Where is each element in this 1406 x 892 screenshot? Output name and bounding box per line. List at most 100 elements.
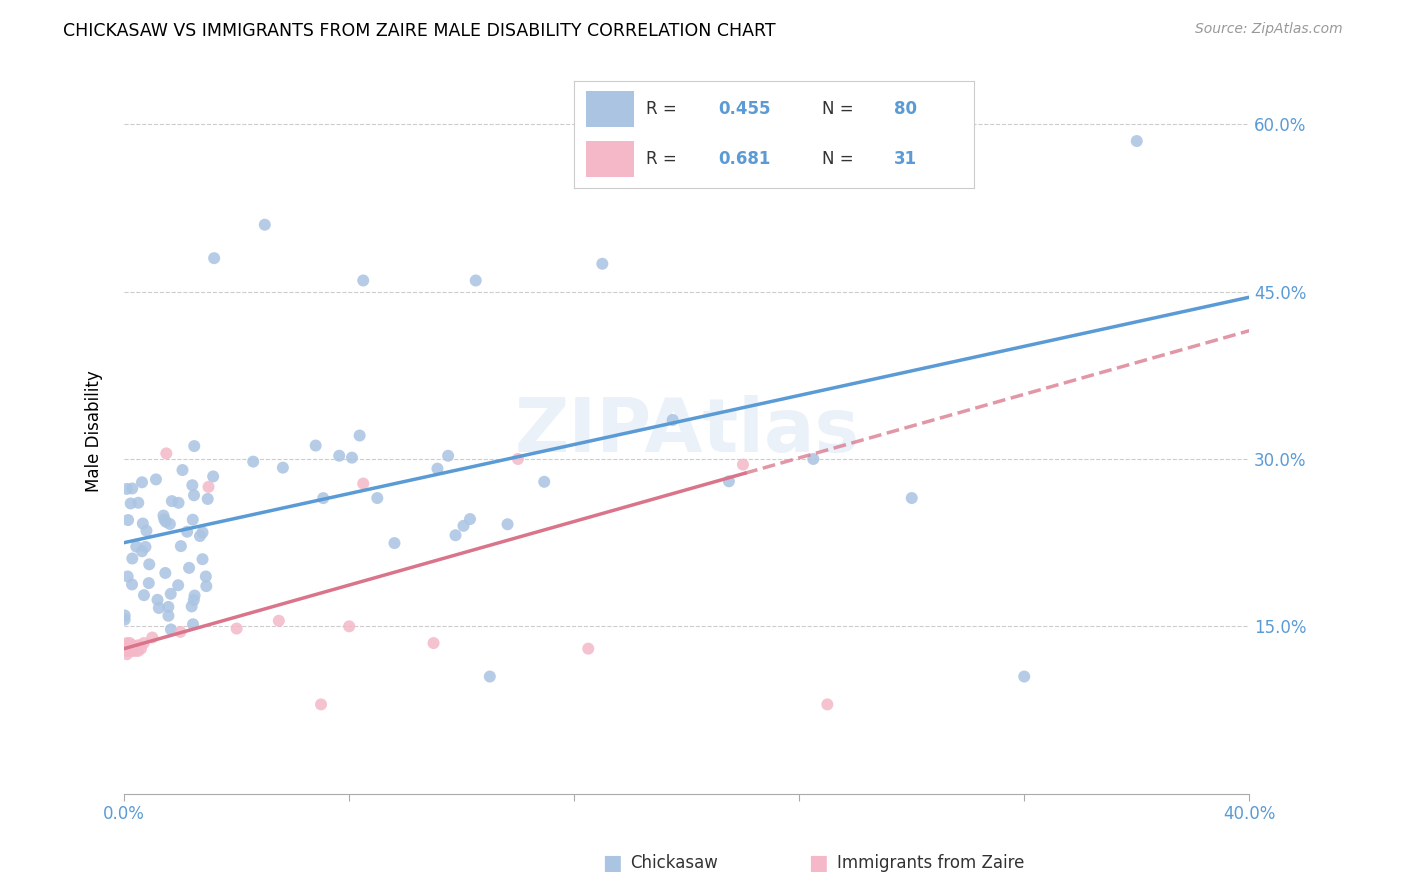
Point <box>900 491 922 505</box>
Point <box>118 644 141 658</box>
Point <box>815 698 838 712</box>
Point <box>271 460 294 475</box>
Point <box>157 608 180 623</box>
Point <box>309 698 332 712</box>
Point <box>267 614 290 628</box>
Point <box>121 641 143 656</box>
Point <box>312 491 335 505</box>
Point <box>118 636 141 650</box>
Point <box>731 458 754 472</box>
Point <box>138 558 160 572</box>
Point <box>194 569 217 583</box>
Point <box>167 578 190 592</box>
Point <box>127 638 149 652</box>
Point <box>146 592 169 607</box>
Point <box>349 428 371 442</box>
Point <box>115 640 138 654</box>
Point <box>117 513 139 527</box>
Point <box>180 599 202 614</box>
Point <box>181 513 204 527</box>
Point <box>191 525 214 540</box>
Point <box>134 540 156 554</box>
Point <box>131 544 153 558</box>
Point <box>141 631 163 645</box>
Point <box>129 641 152 656</box>
Point <box>131 475 153 490</box>
Text: ■: ■ <box>602 854 621 873</box>
Point <box>328 449 350 463</box>
Point <box>506 452 529 467</box>
Point <box>121 551 143 566</box>
Point <box>132 588 155 602</box>
Point <box>167 496 190 510</box>
Point <box>1012 669 1035 683</box>
Point <box>115 644 138 658</box>
Point <box>170 539 193 553</box>
Y-axis label: Male Disability: Male Disability <box>86 370 103 492</box>
Point <box>305 438 328 452</box>
Point <box>121 577 143 591</box>
Point <box>127 496 149 510</box>
Text: Chickasaw: Chickasaw <box>630 855 718 872</box>
Point <box>155 446 177 460</box>
Point <box>181 478 204 492</box>
Point <box>337 619 360 633</box>
Point <box>801 452 824 467</box>
Point <box>1126 134 1149 148</box>
Point <box>453 518 475 533</box>
Point <box>183 589 205 603</box>
Point <box>242 455 264 469</box>
Point <box>197 491 219 506</box>
Point <box>340 450 363 465</box>
Point <box>181 617 204 632</box>
Point <box>197 480 219 494</box>
Point <box>188 529 211 543</box>
Point <box>155 515 177 529</box>
Point <box>152 508 174 523</box>
Point <box>172 463 194 477</box>
Point <box>115 636 138 650</box>
Point <box>155 566 177 580</box>
Point <box>160 623 183 637</box>
Point <box>132 516 155 531</box>
Point <box>127 644 149 658</box>
Point <box>115 482 138 496</box>
Point <box>384 536 406 550</box>
Point <box>145 472 167 486</box>
Text: CHICKASAW VS IMMIGRANTS FROM ZAIRE MALE DISABILITY CORRELATION CHART: CHICKASAW VS IMMIGRANTS FROM ZAIRE MALE … <box>63 22 776 40</box>
Point <box>148 601 170 615</box>
Point <box>183 439 205 453</box>
Point <box>717 475 740 489</box>
Point <box>464 273 486 287</box>
Point <box>157 599 180 614</box>
Point <box>202 469 225 483</box>
Point <box>118 641 141 656</box>
Point <box>191 552 214 566</box>
Point <box>437 449 460 463</box>
Point <box>352 476 374 491</box>
Point <box>153 512 176 526</box>
Point <box>121 482 143 496</box>
Point <box>121 638 143 652</box>
Point <box>444 528 467 542</box>
Point <box>183 488 205 502</box>
Point <box>176 524 198 539</box>
Point <box>121 644 143 658</box>
Point <box>160 494 183 508</box>
Point <box>114 613 136 627</box>
Point <box>225 622 247 636</box>
Point <box>195 579 218 593</box>
Point <box>478 669 501 683</box>
Point <box>138 576 160 591</box>
Point <box>426 461 449 475</box>
Point <box>533 475 555 489</box>
Point <box>124 644 146 658</box>
Point <box>661 413 683 427</box>
Text: Immigrants from Zaire: Immigrants from Zaire <box>837 855 1024 872</box>
Point <box>183 593 205 607</box>
Point <box>120 496 142 510</box>
Point <box>117 569 139 583</box>
Point <box>169 624 191 639</box>
Point <box>422 636 444 650</box>
Point <box>114 608 136 623</box>
